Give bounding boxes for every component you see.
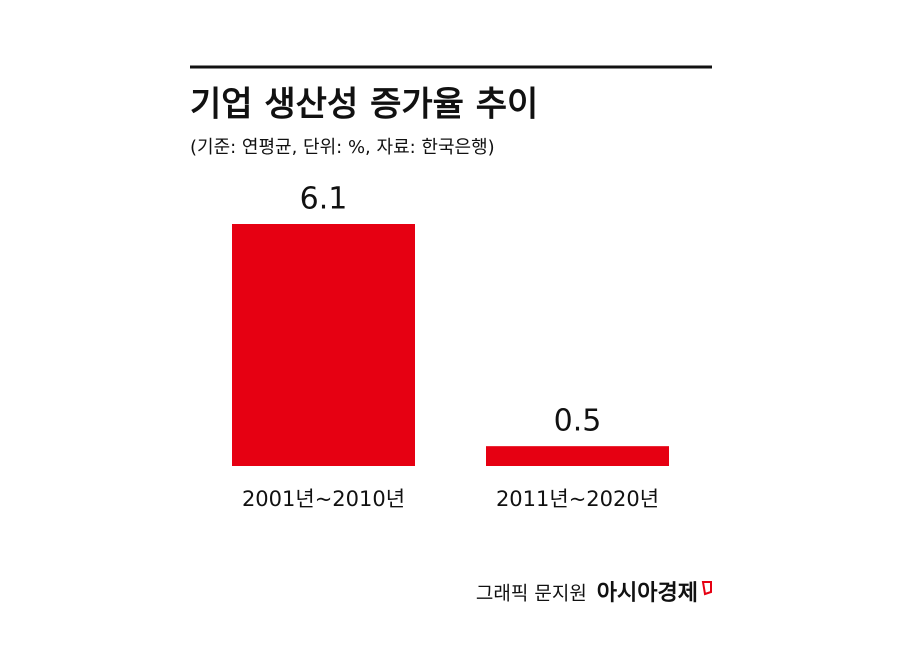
chart-title: 기업 생산성 증가율 추이: [190, 85, 538, 125]
x-tick-label: 2011년~2020년: [496, 487, 659, 511]
x-tick-label: 2001년~2010년: [242, 487, 405, 511]
credit: 그래픽 문지원: [476, 583, 587, 605]
brand-icon: [701, 581, 712, 596]
data-label: 0.5: [554, 404, 602, 439]
data-label: 6.1: [300, 182, 348, 217]
bar: [486, 446, 669, 466]
source-brand: 아시아경제: [597, 581, 698, 606]
bar: [232, 224, 415, 466]
chart-subtitle: (기준: 연평균, 단위: %, 자료: 한국은행): [190, 137, 495, 158]
